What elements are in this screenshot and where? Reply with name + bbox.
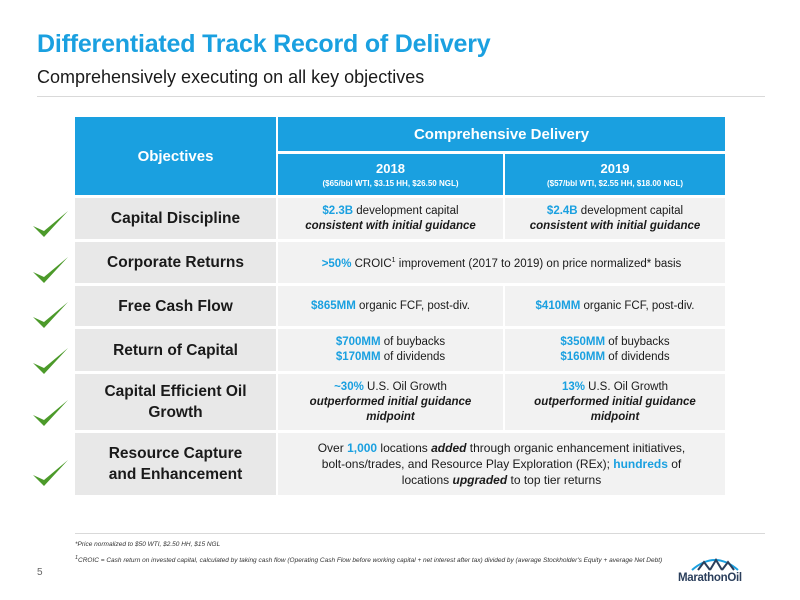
objective-line: and Enhancement <box>108 466 243 483</box>
checkmark-icon <box>33 302 68 328</box>
metric-text: of dividends <box>605 351 670 363</box>
metric-note: consistent with initial guidance <box>305 219 476 232</box>
metric-value: 13% <box>561 380 585 393</box>
metric-value: $2.4B <box>546 204 578 217</box>
objective-return-of-capital: Return of Capital <box>75 329 278 374</box>
metric-text: of buybacks <box>605 336 670 348</box>
table-row: Return of Capital $700MM of buybacks $17… <box>75 329 728 374</box>
page-title: Differentiated Track Record of Delivery <box>37 30 491 58</box>
objectives-header: Objectives <box>75 117 278 198</box>
metric-text: of dividends <box>380 351 446 363</box>
metric-value: hundreds <box>613 457 668 471</box>
table-row: Capital Discipline $2.3B development cap… <box>75 198 728 242</box>
objective-capital-efficient-oil-growth: Capital Efficient Oil Growth <box>75 374 278 433</box>
metric-note: midpoint <box>590 410 640 423</box>
metric-text: development capital <box>577 204 684 217</box>
delivery-table: Objectives Comprehensive Delivery 2018 (… <box>75 117 728 498</box>
metric-value: $700MM <box>335 336 381 348</box>
objective-line: Resource Capture <box>108 445 243 462</box>
price-assumptions: ($57/bbl WTI, $2.55 HH, $18.00 NGL) <box>546 179 684 188</box>
cell-merged: >50% CROIC1 improvement (2017 to 2019) o… <box>278 242 728 286</box>
metric-text: of <box>667 457 682 471</box>
metric-note: outperformed initial guidance <box>309 395 472 408</box>
footnote-croic: 1CROIC = Cash return on invested capital… <box>75 554 705 565</box>
metric-emphasis: upgraded <box>452 473 508 487</box>
footnote-marker: 1 <box>75 555 79 561</box>
logo-mark-icon <box>691 558 739 571</box>
objective-line: Capital Efficient Oil <box>104 383 247 400</box>
delivery-header: Comprehensive Delivery <box>278 117 728 154</box>
metric-text: through organic enhancement initiatives, <box>466 441 686 455</box>
year-label: 2019 <box>600 161 630 176</box>
year-header-2018: 2018 ($65/bbl WTI, $3.15 HH, $26.50 NGL) <box>278 154 505 198</box>
metric-note: outperformed initial guidance <box>534 395 696 408</box>
cell-2018: ~30% U.S. Oil Growth outperformed initia… <box>278 374 505 433</box>
checkmark-icon <box>33 348 68 374</box>
footnote-price: *Price normalized to $50 WTI, $2.50 HH, … <box>75 541 221 548</box>
metric-value: $410MM <box>535 299 581 312</box>
metric-value: $350MM <box>560 336 606 348</box>
metric-text: bolt-ons/trades, and Resource Play Explo… <box>321 457 614 471</box>
table-row: Resource Capture and Enhancement Over 1,… <box>75 433 728 498</box>
company-logo: MarathonOil <box>678 556 768 586</box>
metric-note: midpoint <box>366 410 415 423</box>
metric-text: organic FCF, post-div. <box>580 299 695 312</box>
metric-value: $160MM <box>560 351 606 363</box>
metric-text: U.S. Oil Growth <box>363 380 447 393</box>
year-header-2019: 2019 ($57/bbl WTI, $2.55 HH, $18.00 NGL) <box>505 154 728 198</box>
cell-merged: Over 1,000 locations added through organ… <box>278 433 728 498</box>
footnotes: *Price normalized to $50 WTI, $2.50 HH, … <box>75 541 705 565</box>
metric-text: U.S. Oil Growth <box>584 380 669 393</box>
metric-value: $170MM <box>335 351 381 363</box>
cell-2019: $410MM organic FCF, post-div. <box>505 286 728 329</box>
metric-text: of buybacks <box>380 336 446 348</box>
checkmark-icon <box>33 257 68 283</box>
metric-text: to top tier returns <box>507 473 602 487</box>
table-row: Corporate Returns >50% CROIC1 improvemen… <box>75 242 728 286</box>
cell-2018: $2.3B development capital consistent wit… <box>278 198 505 242</box>
metric-text: CROIC <box>351 257 392 270</box>
cell-2019: 13% U.S. Oil Growth outperformed initial… <box>505 374 728 433</box>
objective-capital-discipline: Capital Discipline <box>75 198 278 242</box>
metric-note: consistent with initial guidance <box>529 219 701 232</box>
price-assumptions: ($65/bbl WTI, $3.15 HH, $26.50 NGL) <box>322 179 459 188</box>
cell-2018: $865MM organic FCF, post-div. <box>278 286 505 329</box>
metric-text: Over <box>317 441 348 455</box>
metric-text: organic FCF, post-div. <box>355 299 470 312</box>
checkmark-icon <box>33 400 68 426</box>
metric-value: $865MM <box>311 299 356 312</box>
objective-free-cash-flow: Free Cash Flow <box>75 286 278 329</box>
metric-text: locations <box>377 441 432 455</box>
objective-corporate-returns: Corporate Returns <box>75 242 278 286</box>
metric-value: >50% <box>321 257 352 270</box>
page-subtitle: Comprehensively executing on all key obj… <box>37 67 425 87</box>
cell-2018: $700MM of buybacks $170MM of dividends <box>278 329 505 374</box>
checkmark-icon <box>33 211 68 237</box>
metric-emphasis: added <box>431 441 467 455</box>
cell-2019: $2.4B development capital consistent wit… <box>505 198 728 242</box>
metric-value: 1,000 <box>347 441 378 455</box>
footnote-ref: 1 <box>391 257 396 265</box>
metric-value: $2.3B <box>322 204 354 217</box>
checkmark-icon <box>33 460 68 486</box>
metric-text: locations <box>401 473 453 487</box>
table-row: Capital Efficient Oil Growth ~30% U.S. O… <box>75 374 728 433</box>
objective-resource-capture: Resource Capture and Enhancement <box>75 433 278 498</box>
logo-text: MarathonOil <box>678 572 742 584</box>
metric-text: development capital <box>353 204 459 217</box>
footnote-divider <box>75 533 765 534</box>
metric-text: improvement (2017 to 2019) on price norm… <box>395 257 682 270</box>
page-number: 5 <box>37 567 43 578</box>
footnote-text: CROIC = Cash return on invested capital,… <box>78 557 663 565</box>
objective-line: Growth <box>148 404 203 421</box>
metric-value: ~30% <box>334 380 364 393</box>
header-divider <box>37 96 765 97</box>
table-row: Free Cash Flow $865MM organic FCF, post-… <box>75 286 728 329</box>
year-label: 2018 <box>376 161 405 176</box>
cell-2019: $350MM of buybacks $160MM of dividends <box>505 329 728 374</box>
